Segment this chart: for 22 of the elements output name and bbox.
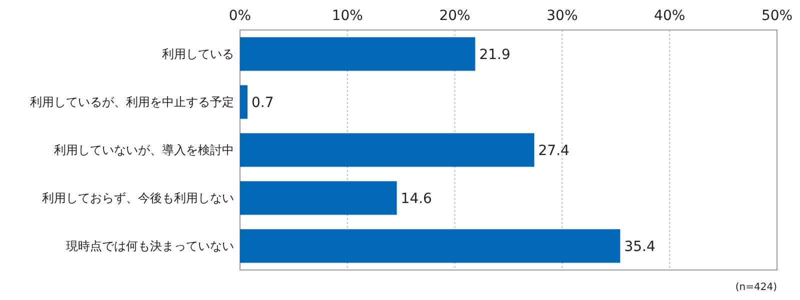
y-tick-label: 利用していないが、導入を検討中 — [54, 143, 234, 158]
data-label: 27.4 — [538, 142, 570, 159]
bar — [240, 229, 620, 263]
data-label: 14.6 — [400, 190, 432, 207]
x-tick-label: 30% — [546, 8, 578, 24]
x-tick-label: 20% — [439, 8, 470, 24]
data-label: 35.4 — [624, 238, 656, 255]
y-tick-label: 現時点では何も決まっていない — [66, 239, 234, 254]
bar — [240, 85, 248, 119]
text: (n=424) — [735, 282, 778, 293]
y-tick-label: 利用しているが、利用を中止する予定 — [30, 95, 234, 110]
x-tick-label: 0% — [228, 8, 252, 24]
data-label: 0.7 — [252, 94, 274, 111]
bar — [240, 181, 397, 215]
y-tick-label: 利用しておらず、今後も利用しない — [42, 191, 234, 206]
bar — [240, 133, 534, 167]
x-tick-label: 50% — [761, 8, 793, 24]
bar — [240, 37, 476, 71]
data-label: 21.9 — [479, 46, 510, 63]
x-tick-label: 10% — [332, 8, 363, 24]
y-tick-label: 利用している — [162, 47, 234, 62]
x-tick-label: 40% — [654, 8, 686, 24]
